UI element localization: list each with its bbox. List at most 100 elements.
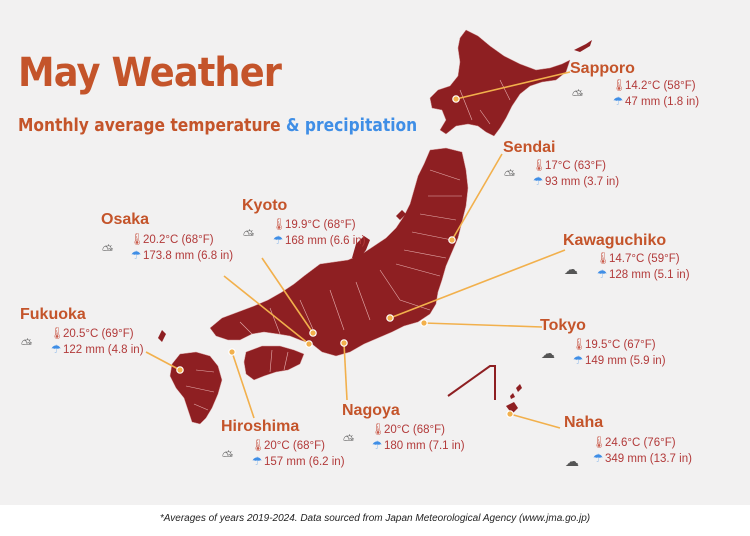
thermometer-icon: 🌡︎ [130,234,145,246]
city-label-hiroshima: Hiroshima [221,418,300,435]
hokkaido-landmass [429,29,571,137]
thermometer-icon: 🌡︎ [371,424,386,436]
city-label-kyoto: Kyoto [242,197,288,214]
thermometer-icon: 🌡︎ [251,440,266,452]
precip-hiroshima: 157 mm (6.2 in) [264,456,345,468]
umbrella-icon: ☂︎ [596,269,608,281]
thermometer-icon: 🌡︎ [572,339,587,351]
temp-kyoto: 19.9°C (68°F) [285,219,356,231]
cloud-icon: ☁︎ [541,345,555,361]
precip-osaka: 173.8 mm (6.8 in) [143,250,234,262]
umbrella-icon: ☂︎ [50,344,62,356]
tsushima-island [158,330,166,342]
source-footnote: *Averages of years 2019-2024. Data sourc… [159,513,591,524]
precip-sendai: 93 mm (3.7 in) [545,176,620,188]
noto-peninsula [352,236,370,258]
inset-divider [447,365,496,400]
ryukyu-islands [510,384,522,399]
city-label-kawaguchiko: Kawaguchiko [563,232,667,249]
subtitle-precipitation: & precipitation [285,115,418,136]
city-label-tokyo: Tokyo [540,317,586,334]
partly-cloudy-icon: ⛅︎ [102,242,114,258]
japan-map [145,29,592,429]
thermometer-icon: 🌡︎ [532,160,547,172]
marker-kawaguchiko [386,314,394,322]
prefecture-borders [185,79,511,411]
kuril-island [574,40,592,52]
sado-island [396,210,406,220]
city-label-sapporo: Sapporo [570,60,635,77]
subtitle-temperature: Monthly average temperature [18,115,281,136]
map-panel: May Weather Monthly average temperature … [0,0,750,505]
precip-nagoya: 180 mm (7.1 in) [384,440,465,452]
partly-cloudy-icon: ⛅︎ [572,87,584,103]
honshu-landmass [209,147,469,357]
marker-sapporo [452,95,460,103]
leader-lines [145,71,571,429]
thermometer-icon: 🌡︎ [592,437,607,449]
umbrella-icon: ☂︎ [612,96,624,108]
umbrella-icon: ☂︎ [272,235,284,247]
temp-naha: 24.6°C (76°F) [605,437,676,449]
marker-sendai [448,236,456,244]
umbrella-icon: ☂︎ [371,440,383,452]
shikoku-landmass [243,345,305,381]
thermometer-icon: 🌡︎ [612,80,627,92]
precip-tokyo: 149 mm (5.9 in) [585,355,666,367]
city-markers [176,95,514,418]
marker-hiroshima [228,348,236,356]
umbrella-icon: ☂︎ [532,176,544,188]
stats-sapporo: 🌡︎14.2°C (58°F) ☂︎ 47 mm (1.8 in) [612,78,699,110]
temp-sendai: 17°C (63°F) [545,160,606,172]
stats-tokyo: 🌡︎19.5°C (67°F) ☂︎ 149 mm (5.9 in) [572,337,666,369]
stats-fukuoka: 🌡︎20.5°C (69°F) ☂︎ 122 mm (4.8 in) [50,326,144,358]
partly-cloudy-icon: ⛅︎ [243,227,255,243]
marker-naha [506,410,514,418]
temp-nagoya: 20°C (68°F) [384,424,445,436]
cloud-icon: ☁︎ [564,261,578,277]
marker-kyoto [309,329,317,337]
marker-fukuoka [176,366,184,374]
temp-fukuoka: 20.5°C (69°F) [63,328,134,340]
partly-cloudy-icon: ⛅︎ [222,448,234,464]
city-label-nagoya: Nagoya [342,402,400,419]
thermometer-icon: 🌡︎ [596,253,611,265]
precip-naha: 349 mm (13.7 in) [605,453,692,465]
thermometer-icon: 🌡︎ [50,328,65,340]
stats-naha: 🌡︎24.6°C (76°F) ☂︎ 349 mm (13.7 in) [592,435,742,467]
precip-sapporo: 47 mm (1.8 in) [625,96,700,108]
stats-sendai: 🌡︎17°C (63°F) ☂︎ 93 mm (3.7 in) [532,158,619,190]
thermometer-icon: 🌡︎ [272,219,287,231]
partly-cloudy-icon: ⛅︎ [504,167,516,183]
stats-kyoto: 🌡︎19.9°C (68°F) ☂︎ 168 mm (6.6 in) [272,217,366,249]
page-title: May Weather [18,50,282,96]
page-subtitle: Monthly average temperature & precipitat… [18,115,417,136]
umbrella-icon: ☂︎ [251,456,263,468]
cloud-icon: ☁︎ [565,453,579,469]
precip-kyoto: 168 mm (6.6 in) [285,235,366,247]
temp-kawaguchiko: 14.7°C (59°F) [609,253,680,265]
city-label-sendai: Sendai [503,139,556,156]
stats-hiroshima: 🌡︎20°C (68°F) ☂︎ 157 mm (6.2 in) [251,438,345,470]
city-label-fukuoka: Fukuoka [20,306,86,323]
temp-osaka: 20.2°C (68°F) [143,234,214,246]
marker-osaka [305,340,313,348]
city-label-osaka: Osaka [101,211,150,228]
partly-cloudy-icon: ⛅︎ [343,432,355,448]
marker-tokyo [420,319,428,327]
umbrella-icon: ☂︎ [130,250,142,262]
temp-hiroshima: 20°C (68°F) [264,440,325,452]
umbrella-icon: ☂︎ [572,355,584,367]
precip-kawaguchiko: 128 mm (5.1 in) [609,269,690,281]
temp-sapporo: 14.2°C (58°F) [625,80,696,92]
umbrella-icon: ☂︎ [592,453,604,465]
precip-fukuoka: 122 mm (4.8 in) [63,344,144,356]
okinawa-island [506,402,518,414]
city-label-naha: Naha [564,414,604,431]
temp-tokyo: 19.5°C (67°F) [585,339,656,351]
stats-nagoya: 🌡︎20°C (68°F) ☂︎ 180 mm (7.1 in) [371,422,465,454]
marker-nagoya [340,339,348,347]
stats-osaka: 🌡︎20.2°C (68°F) ☂︎ 173.8 mm (6.8 in) [130,232,233,264]
stats-kawaguchiko: 🌡︎14.7°C (59°F) ☂︎ 128 mm (5.1 in) [596,251,690,283]
partly-cloudy-icon: ⛅︎ [21,336,33,352]
